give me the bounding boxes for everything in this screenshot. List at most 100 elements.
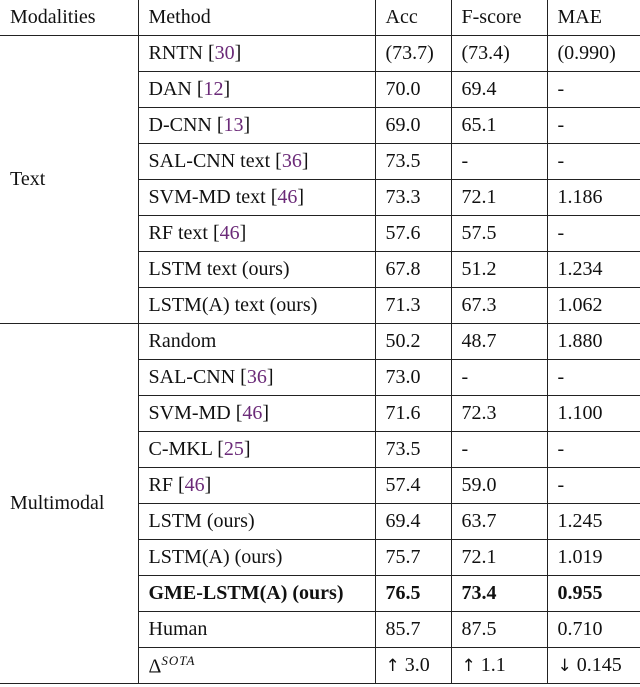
up-arrow-icon: ↑ bbox=[385, 656, 400, 676]
mae-cell-value: - bbox=[557, 474, 565, 496]
acc-cell-value: 75.7 bbox=[385, 546, 421, 568]
citation-link: 46 bbox=[219, 222, 240, 244]
method-name: RNTN bbox=[148, 42, 203, 64]
fscore-cell-value: - bbox=[461, 438, 469, 460]
acc-cell-value: (73.7) bbox=[385, 42, 434, 64]
method-name: RF text bbox=[148, 222, 208, 244]
method-name: LSTM(A) (ours) bbox=[148, 546, 283, 568]
mae-cell-value: - bbox=[557, 366, 565, 388]
method-name: LSTM(A) text (ours) bbox=[148, 294, 318, 316]
table-row: LSTM (ours) 69.4 63.7 1.245 bbox=[0, 503, 640, 540]
acc-cell-value: 69.0 bbox=[385, 114, 421, 136]
method-cell: LSTM text (ours) bbox=[138, 251, 376, 288]
acc-cell-value: 69.4 bbox=[385, 510, 421, 532]
down-arrow-icon: ↓ bbox=[557, 656, 572, 676]
acc-cell-value: 50.2 bbox=[385, 330, 421, 352]
mae-cell-value: 1.062 bbox=[557, 294, 603, 316]
mae-cell-value: - bbox=[557, 78, 565, 100]
fscore-cell-value: 63.7 bbox=[461, 510, 497, 532]
acc-cell: 69.4 bbox=[374, 503, 452, 540]
fscore-cell: (73.4) bbox=[450, 35, 548, 72]
mae-cell-value: 1.100 bbox=[557, 402, 603, 424]
method-cell: C-MKL [25] bbox=[138, 431, 376, 468]
mae-cell-value: 1.019 bbox=[557, 546, 603, 568]
citation-link: 36 bbox=[281, 150, 302, 172]
acc-cell-value: 73.0 bbox=[385, 366, 421, 388]
method-name: Random bbox=[148, 330, 217, 352]
mae-cell-value: - bbox=[557, 222, 565, 244]
fscore-cell-value: 51.2 bbox=[461, 258, 497, 280]
fscore-cell: 57.5 bbox=[450, 215, 548, 252]
header-modalities: Modalities bbox=[0, 0, 139, 36]
mae-cell-value: 1.245 bbox=[557, 510, 603, 532]
table-row: RF [46] 57.4 59.0 - bbox=[0, 467, 640, 504]
mae-cell: 1.245 bbox=[546, 503, 640, 540]
header-row: Modalities Method Acc F-score MAE bbox=[0, 0, 640, 36]
mae-cell: - bbox=[546, 71, 640, 108]
fscore-cell-value: (73.4) bbox=[461, 42, 510, 64]
mae-cell-value: 0.145 bbox=[576, 654, 622, 676]
acc-cell-value: 71.6 bbox=[385, 402, 421, 424]
acc-cell: 75.7 bbox=[374, 539, 452, 576]
method-cell: ΔSOTA bbox=[138, 647, 376, 684]
method-name: SAL-CNN text bbox=[148, 150, 271, 172]
acc-cell-value: 73.5 bbox=[385, 150, 421, 172]
method-cell: LSTM(A) text (ours) bbox=[138, 287, 376, 324]
mae-cell: - bbox=[546, 467, 640, 504]
acc-cell: 73.3 bbox=[374, 179, 452, 216]
table-row: Multimodal Random 50.2 48.7 1.880 bbox=[0, 323, 640, 684]
acc-cell-value: 57.4 bbox=[385, 474, 421, 496]
fscore-cell-value: 65.1 bbox=[461, 114, 497, 136]
fscore-cell-value: 48.7 bbox=[461, 330, 497, 352]
method-cell: DAN [12] bbox=[138, 71, 376, 108]
method-cell: RF text [46] bbox=[138, 215, 376, 252]
method-name: SVM-MD text bbox=[148, 186, 266, 208]
method-cell: LSTM (ours) bbox=[138, 503, 376, 540]
fscore-cell-value: 72.3 bbox=[461, 402, 497, 424]
acc-cell-value: 85.7 bbox=[385, 618, 421, 640]
citation-link: 46 bbox=[277, 186, 298, 208]
fscore-cell-value: 59.0 bbox=[461, 474, 497, 496]
acc-cell-value: 67.8 bbox=[385, 258, 421, 280]
fscore-cell: 65.1 bbox=[450, 107, 548, 144]
acc-cell-value: 73.3 bbox=[385, 186, 421, 208]
method-name: SVM-MD bbox=[148, 402, 231, 424]
mae-cell-value: - bbox=[557, 150, 565, 172]
acc-cell: ↑ 3.0 bbox=[374, 647, 452, 684]
mae-cell-value: 1.234 bbox=[557, 258, 603, 280]
acc-cell: 85.7 bbox=[374, 611, 452, 648]
method-cell: SAL-CNN text [36] bbox=[138, 143, 376, 180]
fscore-cell: 72.1 bbox=[450, 539, 548, 576]
citation-link: 46 bbox=[242, 402, 263, 424]
table-body: Text RNTN [30] (73.7) (73.4) (0.990) DAN [12]… bbox=[0, 35, 640, 684]
fscore-cell-value: 72.1 bbox=[461, 186, 497, 208]
method-name: LSTM text (ours) bbox=[148, 258, 290, 280]
mae-cell: 0.955 bbox=[546, 575, 640, 612]
method-name: Δ bbox=[148, 655, 162, 678]
table-row: D-CNN [13] 69.0 65.1 - bbox=[0, 107, 640, 144]
fscore-cell: 69.4 bbox=[450, 71, 548, 108]
fscore-cell: - bbox=[450, 359, 548, 396]
method-cell: GME-LSTM(A) (ours) bbox=[138, 575, 376, 612]
mae-cell-value: 1.186 bbox=[557, 186, 603, 208]
fscore-cell-value: 1.1 bbox=[480, 654, 506, 676]
fscore-cell-value: 87.5 bbox=[461, 618, 497, 640]
method-cell: RF [46] bbox=[138, 467, 376, 504]
table-row: Text RNTN [30] (73.7) (73.4) (0.990) bbox=[0, 35, 640, 324]
method-name: DAN bbox=[148, 78, 192, 100]
acc-cell: 71.3 bbox=[374, 287, 452, 324]
method-name: RF bbox=[148, 474, 173, 496]
acc-cell: 67.8 bbox=[374, 251, 452, 288]
fscore-cell-value: 73.4 bbox=[461, 582, 497, 604]
acc-cell: (73.7) bbox=[374, 35, 452, 72]
acc-cell-value: 76.5 bbox=[385, 582, 421, 604]
acc-cell: 57.6 bbox=[374, 215, 452, 252]
method-cell: Human bbox=[138, 611, 376, 648]
mae-cell: ↓ 0.145 bbox=[546, 647, 640, 684]
fscore-cell: 48.7 bbox=[450, 323, 548, 360]
citation-link: 46 bbox=[184, 474, 205, 496]
method-cell: SAL-CNN [36] bbox=[138, 359, 376, 396]
mae-cell-value: 0.955 bbox=[557, 582, 603, 604]
fscore-cell: 73.4 bbox=[450, 575, 548, 612]
